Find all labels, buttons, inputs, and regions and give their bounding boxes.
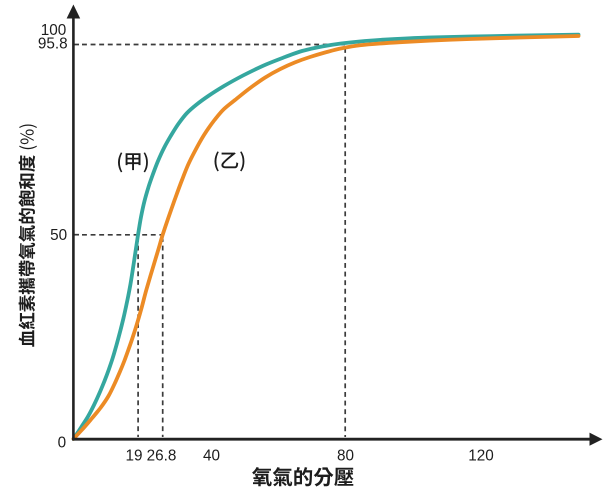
svg-text:40: 40 bbox=[203, 447, 220, 464]
svg-text:80: 80 bbox=[337, 447, 354, 464]
svg-text:26.8: 26.8 bbox=[147, 447, 177, 464]
svg-text:100: 100 bbox=[41, 22, 67, 39]
svg-text:0: 0 bbox=[58, 434, 67, 451]
svg-text:19: 19 bbox=[125, 447, 142, 464]
svg-text:95.8: 95.8 bbox=[38, 36, 68, 53]
svg-text:50: 50 bbox=[50, 227, 67, 244]
svg-text:120: 120 bbox=[468, 447, 494, 464]
